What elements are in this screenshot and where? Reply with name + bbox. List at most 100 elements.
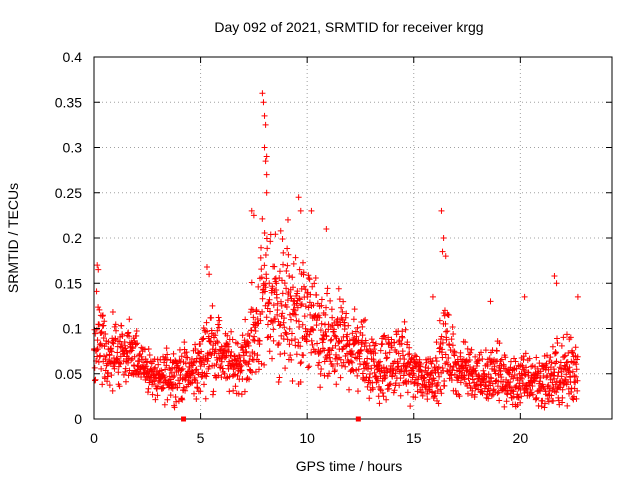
data-point bbox=[381, 332, 388, 339]
data-point bbox=[343, 342, 350, 349]
data-point bbox=[395, 350, 402, 357]
data-point bbox=[284, 336, 291, 343]
data-point bbox=[339, 308, 346, 315]
data-point bbox=[204, 328, 211, 335]
data-point bbox=[262, 121, 269, 128]
y-tick-label: 0.2 bbox=[63, 230, 83, 246]
data-point bbox=[293, 317, 300, 324]
data-point bbox=[248, 327, 255, 334]
data-point bbox=[553, 358, 560, 365]
data-point bbox=[469, 387, 476, 394]
data-point bbox=[478, 349, 485, 356]
data-point bbox=[329, 363, 336, 370]
data-point bbox=[99, 313, 106, 320]
data-point bbox=[366, 374, 373, 381]
data-point bbox=[570, 396, 577, 403]
data-point bbox=[475, 372, 482, 379]
data-point bbox=[219, 365, 226, 372]
data-point bbox=[209, 391, 216, 398]
y-tick-label: 0.25 bbox=[55, 185, 82, 201]
data-point bbox=[337, 321, 344, 328]
data-point bbox=[287, 352, 294, 359]
data-point bbox=[226, 388, 233, 395]
data-point bbox=[221, 348, 228, 355]
data-point bbox=[315, 312, 322, 319]
data-point bbox=[283, 304, 290, 311]
data-point bbox=[228, 328, 235, 335]
data-point bbox=[171, 404, 178, 411]
data-point bbox=[263, 153, 270, 160]
data-point bbox=[262, 251, 269, 258]
data-point bbox=[92, 377, 99, 384]
data-point bbox=[215, 314, 222, 321]
data-point bbox=[496, 397, 503, 404]
data-point bbox=[352, 328, 359, 335]
data-point bbox=[213, 361, 220, 368]
data-point bbox=[429, 293, 436, 300]
x-tick-label: 10 bbox=[299, 430, 315, 446]
data-point bbox=[258, 360, 265, 367]
data-point bbox=[216, 317, 223, 324]
data-point bbox=[95, 266, 102, 273]
data-point bbox=[402, 326, 409, 333]
data-point bbox=[279, 235, 286, 242]
data-point bbox=[377, 386, 384, 393]
data-point bbox=[118, 344, 125, 351]
data-point bbox=[206, 271, 213, 278]
data-point bbox=[266, 296, 273, 303]
data-point bbox=[258, 266, 265, 273]
data-point bbox=[412, 394, 419, 401]
data-point bbox=[361, 343, 368, 350]
data-point bbox=[533, 394, 540, 401]
data-point bbox=[125, 359, 132, 366]
data-point bbox=[370, 358, 377, 365]
data-point bbox=[559, 386, 566, 393]
data-point bbox=[480, 367, 487, 374]
data-point bbox=[297, 302, 304, 309]
data-point bbox=[569, 350, 576, 357]
data-point bbox=[204, 358, 211, 365]
data-point bbox=[95, 304, 102, 311]
data-point bbox=[564, 402, 571, 409]
data-point bbox=[318, 302, 325, 309]
data-point bbox=[106, 352, 113, 359]
data-point bbox=[326, 354, 333, 361]
data-point bbox=[372, 340, 379, 347]
data-point bbox=[568, 388, 575, 395]
data-point bbox=[427, 370, 434, 377]
data-point bbox=[330, 326, 337, 333]
data-point bbox=[504, 391, 511, 398]
data-point bbox=[264, 321, 271, 328]
data-point bbox=[344, 331, 351, 338]
data-point bbox=[452, 387, 459, 394]
data-point bbox=[106, 382, 113, 389]
data-point bbox=[464, 345, 471, 352]
data-point bbox=[239, 376, 246, 383]
data-point bbox=[479, 355, 486, 362]
data-point bbox=[386, 349, 393, 356]
data-point bbox=[143, 363, 150, 370]
data-point bbox=[522, 350, 529, 357]
data-point bbox=[323, 304, 330, 311]
data-point bbox=[270, 326, 277, 333]
data-point bbox=[324, 285, 331, 292]
data-point bbox=[94, 337, 101, 344]
data-point bbox=[401, 356, 408, 363]
data-point bbox=[179, 396, 186, 403]
data-point bbox=[564, 359, 571, 366]
data-point bbox=[317, 370, 324, 377]
data-point bbox=[475, 357, 482, 364]
data-point bbox=[421, 374, 428, 381]
data-point bbox=[350, 368, 357, 375]
data-point bbox=[189, 379, 196, 386]
data-point bbox=[461, 376, 468, 383]
data-point bbox=[169, 365, 176, 372]
data-point bbox=[224, 332, 231, 339]
data-point bbox=[415, 380, 422, 387]
data-point bbox=[368, 365, 375, 372]
data-point bbox=[267, 238, 274, 245]
data-point bbox=[262, 158, 269, 165]
data-point bbox=[466, 357, 473, 364]
data-point bbox=[429, 380, 436, 387]
data-point bbox=[116, 383, 123, 390]
